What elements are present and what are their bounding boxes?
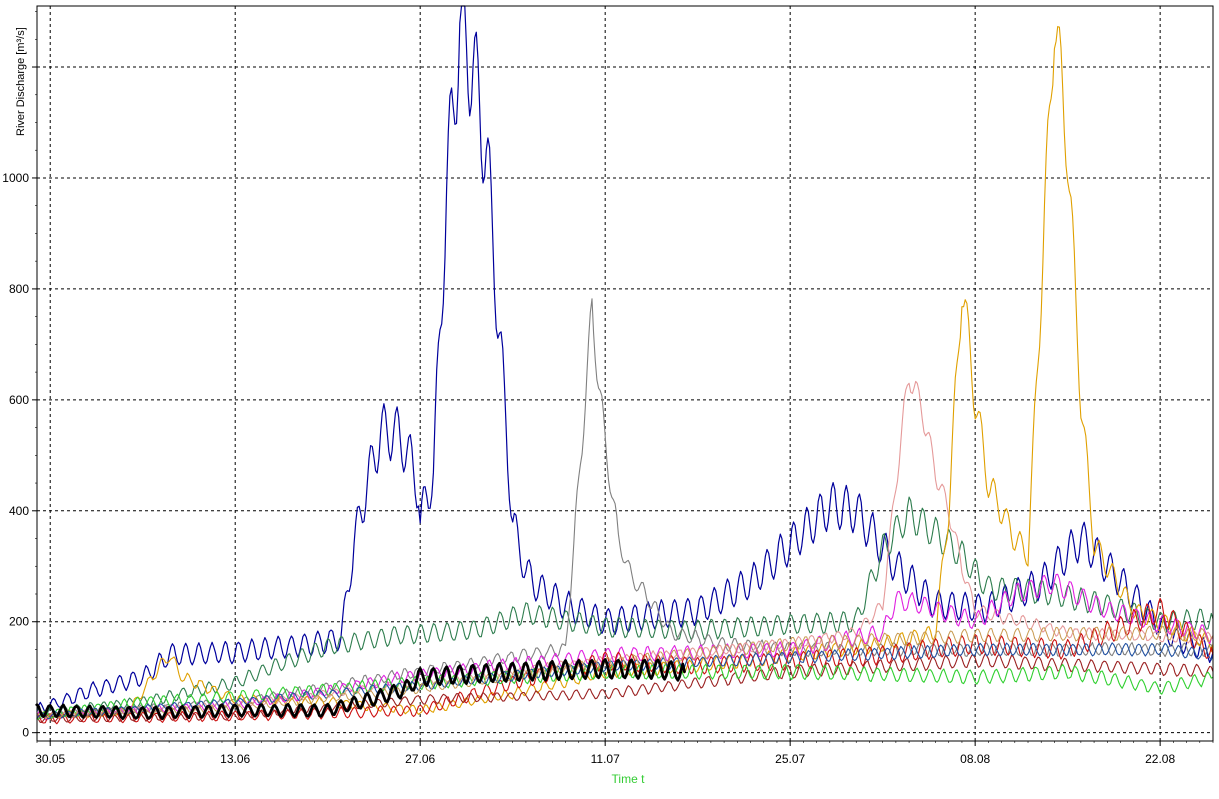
x-tick-label: 22.08 xyxy=(1145,752,1175,766)
y-tick-label: 400 xyxy=(9,504,29,518)
x-tick-label: 27.06 xyxy=(405,752,435,766)
y-axis-title: River Discharge [m³/s] xyxy=(15,27,27,136)
y-tick-label: 800 xyxy=(9,282,29,296)
y-tick-label: 600 xyxy=(9,393,29,407)
y-tick-label: 200 xyxy=(9,615,29,629)
x-tick-label: 08.08 xyxy=(960,752,990,766)
series-line-7 xyxy=(36,597,1214,725)
tick-marks xyxy=(32,11,1214,746)
series-line-2 xyxy=(36,496,1214,718)
series-line-5 xyxy=(36,26,1214,720)
x-tick-label: 13.06 xyxy=(220,752,250,766)
x-tick-label: 25.07 xyxy=(775,752,805,766)
series-line-3 xyxy=(36,298,1214,720)
series-line-12 xyxy=(35,658,686,721)
y-tick-label: 1000 xyxy=(2,171,29,185)
plot-frame xyxy=(36,5,1214,742)
series-line-9 xyxy=(36,663,1214,720)
x-tick-label: 30.05 xyxy=(35,752,65,766)
y-tick-label: 0 xyxy=(22,726,29,740)
grid-lines xyxy=(37,6,1213,741)
tick-labels: 30.05 13.06 27.06 11.07 25.07 08.08 22.08 0 200 4… xyxy=(2,171,1175,766)
x-axis-title: Time t xyxy=(612,772,646,786)
series-lines xyxy=(35,5,1214,725)
series-line-8 xyxy=(36,653,1214,723)
x-tick-label: 11.07 xyxy=(591,752,620,766)
